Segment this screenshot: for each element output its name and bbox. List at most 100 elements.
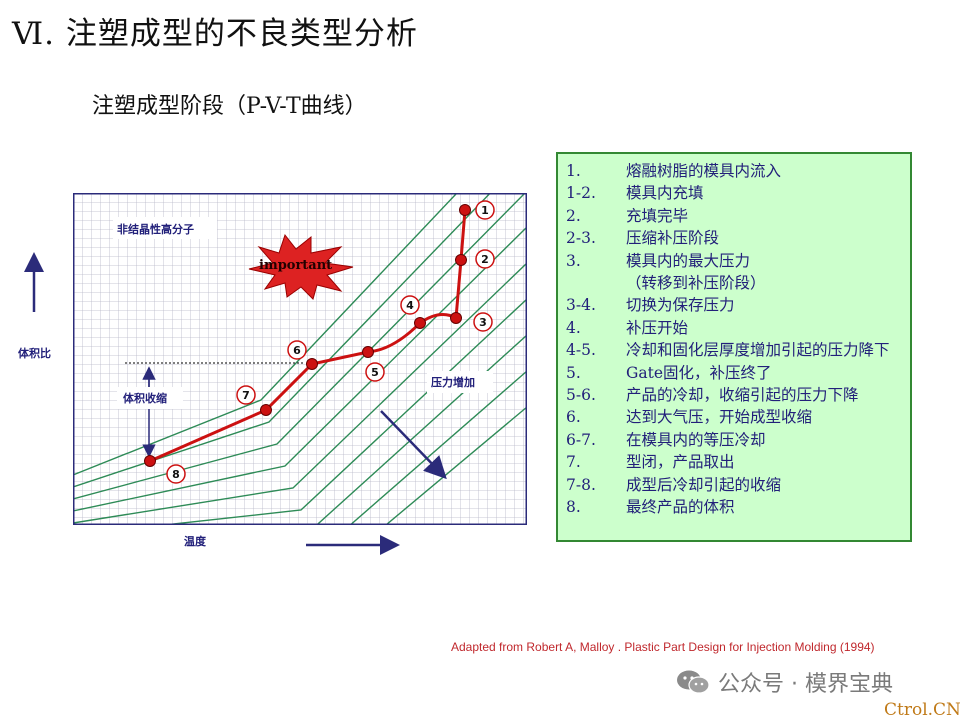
legend-item-number: 8. [566, 498, 581, 517]
watermark: 公众号 · 模界宝典 [676, 666, 893, 698]
legend-item: 4-5. 冷却和固化层厚度增加引起的压力降下 [566, 339, 902, 361]
legend-item-text: 模具内的最大压力 [626, 251, 751, 270]
legend-item-number: 5-6. [566, 386, 596, 405]
legend-item-text: 冷却和固化层厚度增加引起的压力降下 [626, 341, 890, 360]
legend-item-text: 切换为保存压力 [626, 296, 735, 315]
curve-points: 1 2 3 4 5 6 7 8 [144, 200, 495, 484]
legend-item-text: 充填完毕 [626, 206, 689, 225]
legend-item: 5. Gate固化，补压终了 [566, 362, 902, 384]
curve-point-5 [362, 346, 374, 358]
legend-item-text: 达到大气压，开始成型收缩 [626, 408, 813, 427]
legend-item: 1. 熔融树脂的模具内流入 [566, 160, 902, 182]
isobar-line [157, 298, 527, 525]
legend-item-number: 4-5. [566, 341, 596, 360]
y-axis-label: 体积比 [18, 347, 51, 360]
point-label: 3 [479, 316, 487, 329]
legend-item-number [566, 272, 626, 294]
legend-item-number: 1-2. [566, 184, 596, 203]
curve-point-6 [306, 358, 318, 370]
point-label: 8 [172, 468, 180, 481]
isobar-line [73, 193, 492, 488]
isobar-line [349, 370, 527, 525]
point-label: 4 [406, 299, 414, 312]
point-label-circle [475, 249, 495, 269]
legend-item-number: 2. [566, 206, 581, 225]
pressure-arrow [380, 410, 447, 480]
legend-item-text: Gate固化，补压终了 [626, 363, 772, 382]
legend-item-number: 7. [566, 453, 581, 472]
legend-item-text: 型闭，产品取出 [626, 453, 735, 472]
isobar-line [73, 193, 527, 500]
point-label-circle [287, 340, 307, 360]
curve-point-2 [455, 254, 467, 266]
legend-item: 5-6. 产品的冷却，收缩引起的压力下降 [566, 384, 902, 406]
x-axis-label: 温度 [184, 535, 206, 548]
legend-item-number: 3-4. [566, 296, 596, 315]
legend-item: 4. 补压开始 [566, 317, 902, 339]
stage-legend: 1. 熔融树脂的模具内流入 1-2. 模具内充填 2. 充填完毕 2-3. 压缩补压阶段 3. 模… [556, 152, 912, 542]
point-label: 2 [481, 253, 489, 266]
legend-item: 2-3. 压缩补压阶段 [566, 227, 902, 249]
legend-item-text: （转移到补压阶段） [626, 274, 766, 293]
shrink-label: 体积收缩 [123, 391, 167, 405]
isobar-line [73, 193, 458, 476]
point-label-circle [236, 385, 256, 405]
point-label: 6 [293, 344, 301, 357]
isobar-line [315, 334, 527, 525]
legend-item: 7. 型闭，产品取出 [566, 451, 902, 473]
isobar-line [73, 262, 527, 524]
curve-point-8 [144, 455, 156, 467]
legend-item-number: 7-8. [566, 475, 596, 494]
isobar-lines [73, 193, 527, 525]
legend-item: 8. 最终产品的体积 [566, 496, 902, 518]
pvt-diagram: 1 2 3 4 5 6 7 8 非结晶性高分子 important 体积收缩 压力增加 [73, 193, 527, 525]
legend-item: 2. 充填完毕 [566, 205, 902, 227]
important-label: important [259, 258, 332, 273]
legend-item-text: 压缩补压阶段 [626, 229, 720, 248]
material-label: 非结晶性高分子 [117, 222, 194, 236]
legend-item-number: 6-7. [566, 430, 596, 449]
legend-item: 6. 达到大气压，开始成型收缩 [566, 406, 902, 428]
isobar-line [384, 406, 527, 525]
legend-item-number: 6. [566, 408, 581, 427]
point-label: 1 [481, 204, 489, 217]
point-label: 7 [242, 389, 250, 402]
point-label: 5 [371, 366, 379, 379]
legend-item-text: 模具内充填 [626, 184, 704, 203]
legend-item-number: 4. [566, 318, 581, 337]
legend-item-number: 1. [566, 162, 581, 180]
legend-item-text: 在模具内的等压冷却 [626, 430, 766, 449]
curve-point-1 [459, 204, 471, 216]
pressure-label: 压力增加 [431, 375, 475, 389]
site-mark: Ctrol.CN [884, 700, 960, 720]
point-label-circle [475, 200, 495, 220]
citation: Adapted from Robert A, Malloy . Plastic … [451, 640, 875, 654]
curve-point-7 [260, 404, 272, 416]
important-starburst [248, 233, 354, 300]
slide-subtitle: 注塑成型阶段（P-V-T曲线） [92, 94, 367, 119]
isobar-line [73, 226, 527, 512]
legend-item: 7-8. 成型后冷却引起的收缩 [566, 474, 902, 496]
legend-item-text: 产品的冷却，收缩引起的压力下降 [626, 386, 859, 405]
legend-item-text: 熔融树脂的模具内流入 [626, 162, 782, 180]
slide-title: Ⅵ. 注塑成型的不良类型分析 [12, 16, 418, 52]
curve-point-3 [450, 312, 462, 324]
legend-item: 1-2. 模具内充填 [566, 182, 902, 204]
legend-item: 6-7. 在模具内的等压冷却 [566, 429, 902, 451]
wechat-icon [677, 670, 710, 694]
point-label-circle [166, 464, 186, 484]
legend-item-number: 5. [566, 363, 581, 382]
watermark-text: 公众号 · 模界宝典 [718, 672, 893, 697]
legend-item-text: 补压开始 [626, 318, 689, 337]
legend-item: （转移到补压阶段） [566, 272, 902, 294]
legend-item-text: 成型后冷却引起的收缩 [626, 475, 782, 494]
plot-border [73, 193, 527, 525]
curve-point-4 [414, 317, 426, 329]
point-label-circle [400, 295, 420, 315]
legend-item-number: 3. [566, 251, 581, 270]
legend-item-text: 最终产品的体积 [626, 498, 735, 517]
point-label-circle [365, 362, 385, 382]
point-label-circle [473, 312, 493, 332]
legend-item: 3. 模具内的最大压力 [566, 250, 902, 272]
legend-item-number: 2-3. [566, 229, 596, 248]
